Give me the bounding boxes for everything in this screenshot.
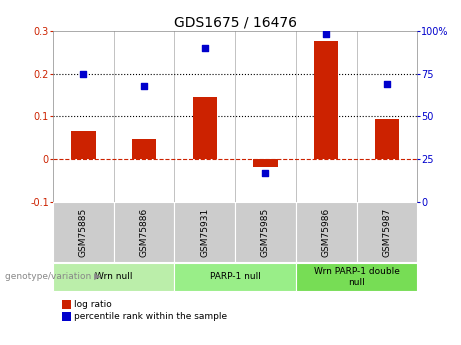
Bar — [71, 130, 95, 159]
Text: GSM75987: GSM75987 — [382, 207, 391, 257]
Bar — [132, 139, 156, 159]
Bar — [53, 263, 174, 291]
Bar — [296, 202, 356, 262]
Text: GSM75885: GSM75885 — [79, 207, 88, 257]
Point — [383, 81, 390, 87]
Text: PARP-1 null: PARP-1 null — [210, 272, 260, 282]
Bar — [193, 97, 217, 159]
Text: GSM75986: GSM75986 — [322, 207, 331, 257]
Text: GSM75931: GSM75931 — [200, 207, 209, 257]
Bar — [296, 263, 417, 291]
Text: percentile rank within the sample: percentile rank within the sample — [74, 312, 227, 321]
Text: genotype/variation ▶: genotype/variation ▶ — [5, 272, 100, 282]
Text: log ratio: log ratio — [74, 300, 112, 309]
Text: GSM75886: GSM75886 — [140, 207, 148, 257]
Bar — [375, 119, 399, 159]
Point — [80, 71, 87, 77]
Point — [322, 32, 330, 37]
Point — [140, 83, 148, 88]
Bar — [314, 41, 338, 159]
Bar — [174, 263, 296, 291]
Text: Wrn null: Wrn null — [95, 272, 132, 282]
Text: Wrn PARP-1 double
null: Wrn PARP-1 double null — [313, 267, 399, 287]
Text: GSM75985: GSM75985 — [261, 207, 270, 257]
Bar — [174, 202, 235, 262]
Title: GDS1675 / 16476: GDS1675 / 16476 — [174, 16, 296, 30]
Bar — [356, 202, 417, 262]
Point — [262, 170, 269, 176]
Bar — [235, 202, 296, 262]
Bar — [53, 202, 114, 262]
Point — [201, 45, 208, 51]
Bar — [253, 159, 278, 167]
Bar — [114, 202, 174, 262]
